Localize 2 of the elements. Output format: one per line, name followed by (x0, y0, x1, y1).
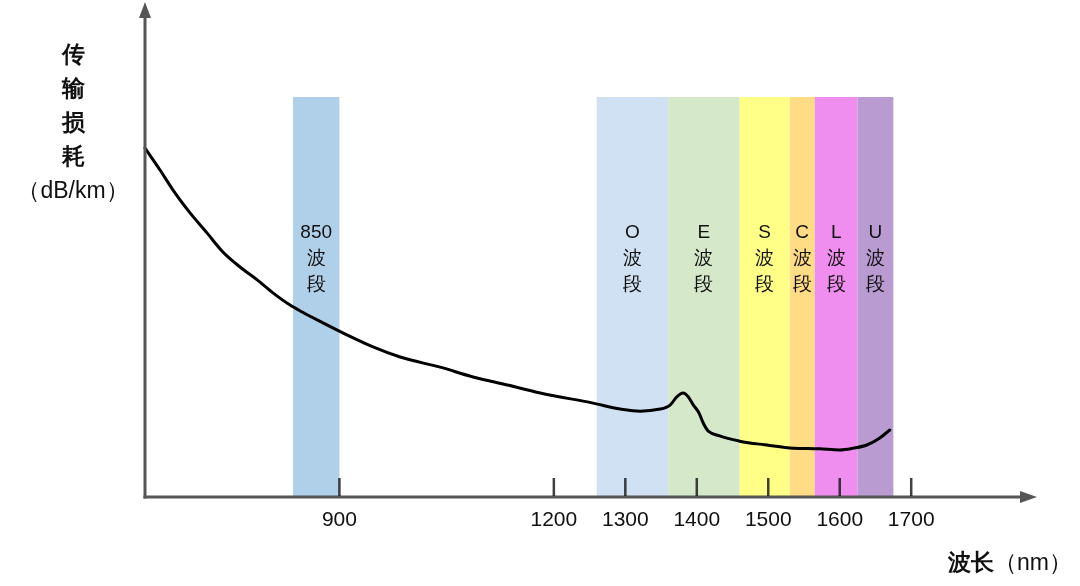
y-axis-title: 传输损耗（dB/km） (17, 41, 129, 203)
x-axis-title: 波长（nm） (948, 549, 1072, 575)
